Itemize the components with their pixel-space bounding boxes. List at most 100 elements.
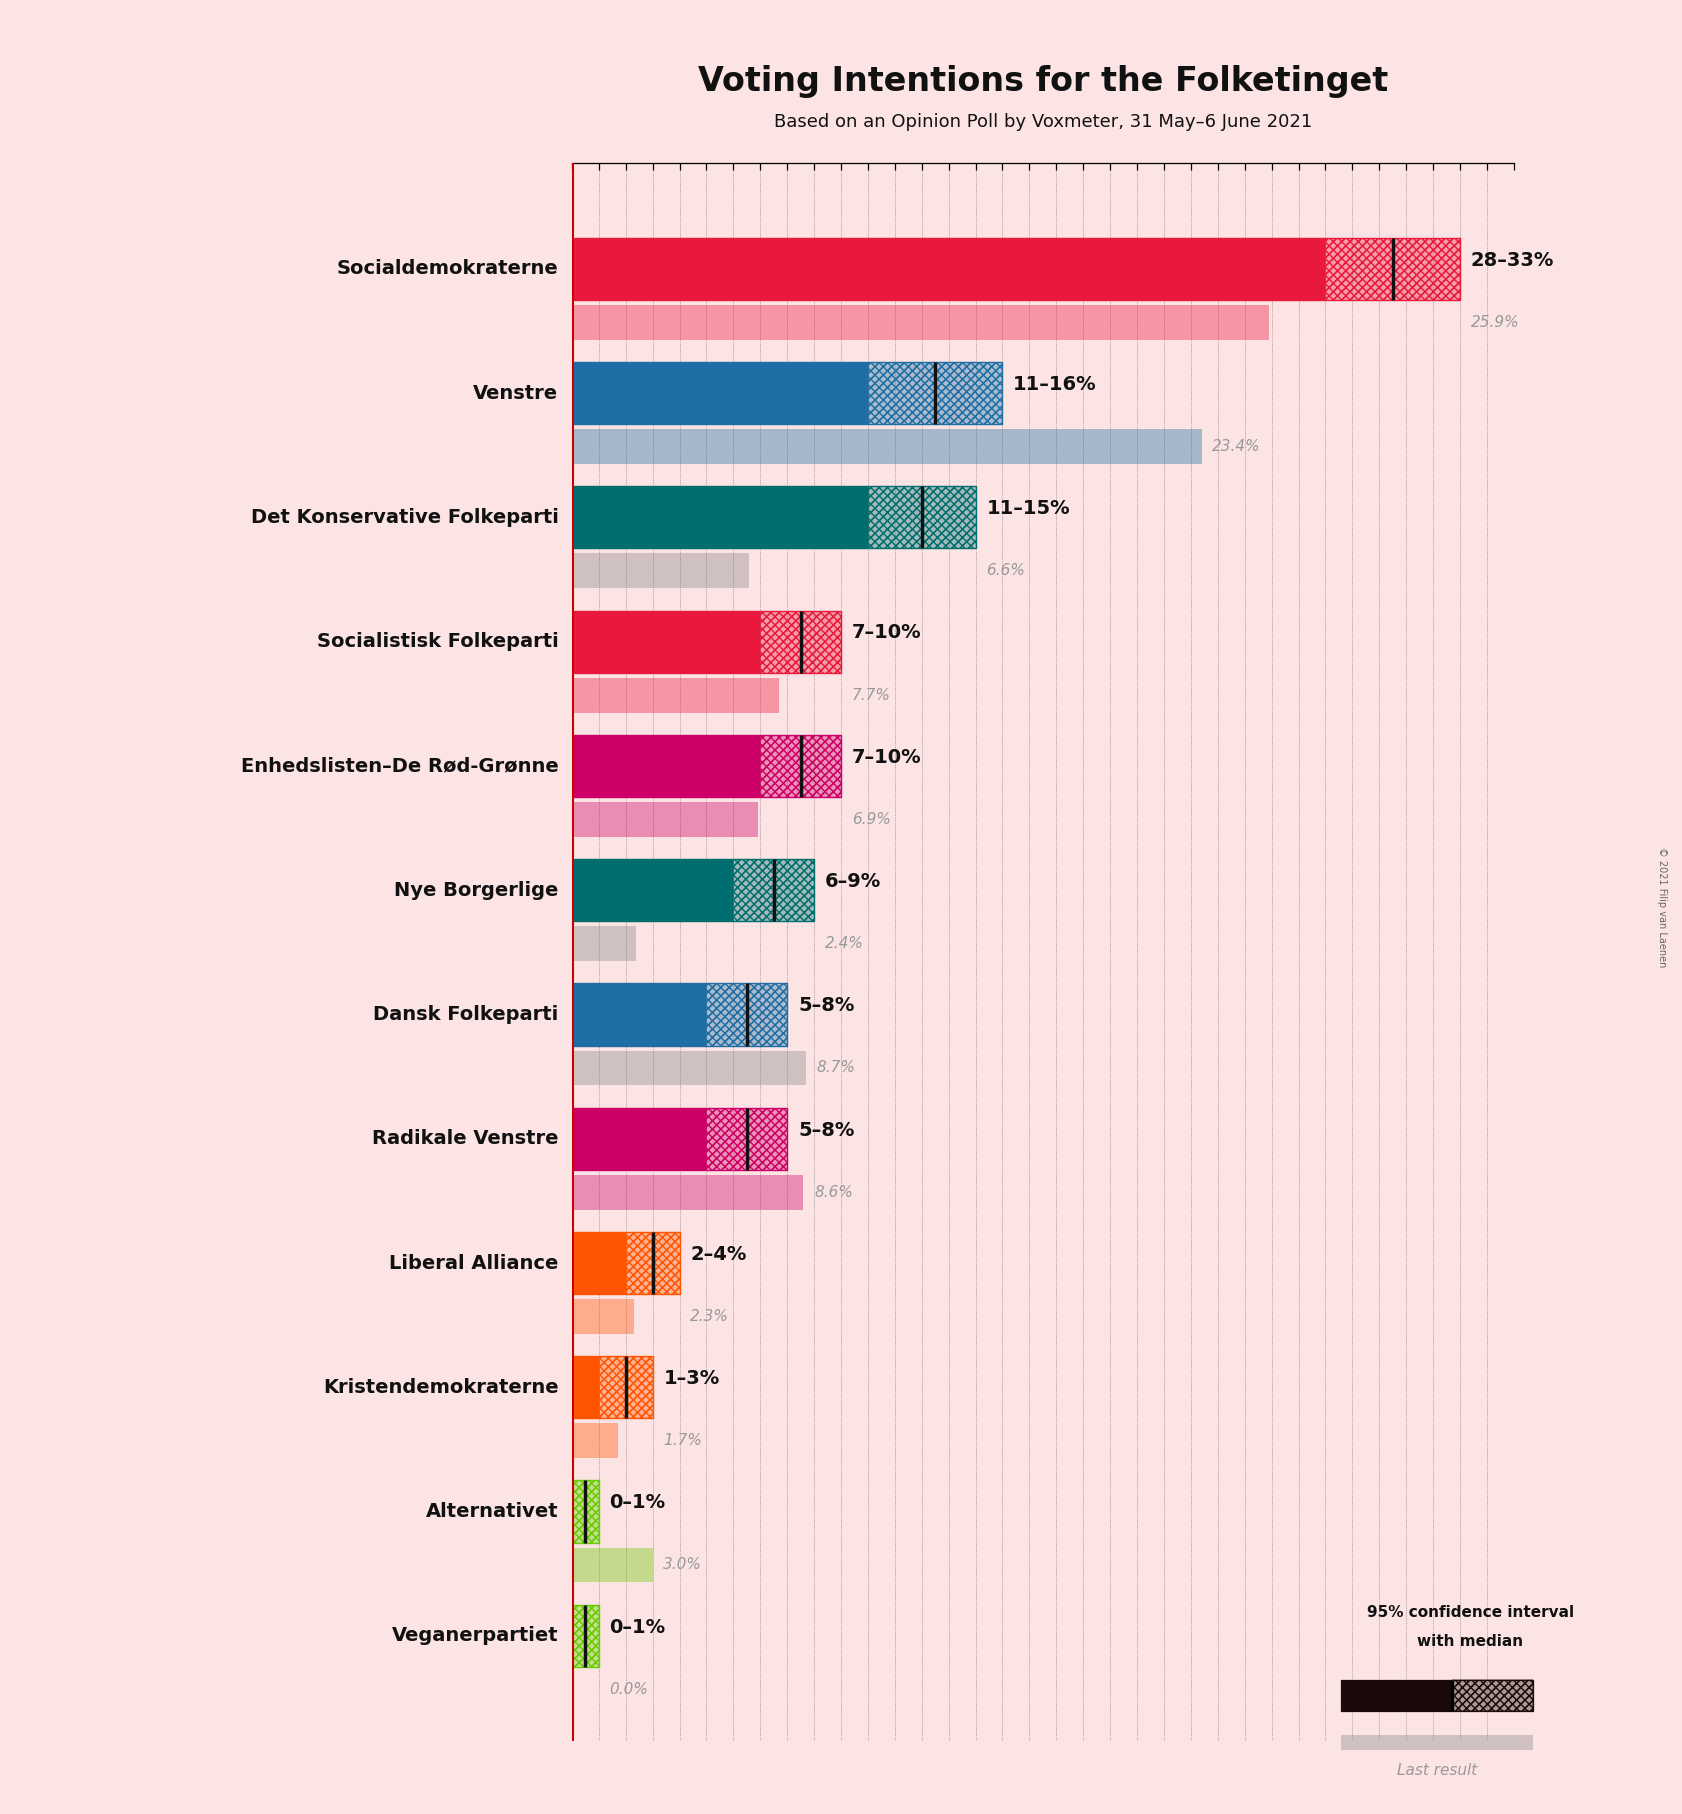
Text: 28–33%: 28–33% (1470, 250, 1554, 270)
Text: Nye Borgerlige: Nye Borgerlige (394, 882, 558, 900)
Bar (1341, 1734, 1532, 1751)
Bar (1341, 1680, 1452, 1711)
Bar (572, 553, 750, 588)
Bar (572, 735, 841, 796)
Bar (1452, 1680, 1532, 1711)
Bar (572, 611, 841, 673)
Bar (572, 486, 868, 548)
Text: 0–1%: 0–1% (609, 1493, 666, 1513)
Bar (706, 983, 787, 1045)
Bar (572, 1605, 599, 1667)
Bar (572, 1605, 599, 1667)
Bar (868, 363, 1002, 424)
Text: 8.7%: 8.7% (817, 1061, 856, 1076)
Text: 1–3%: 1–3% (663, 1370, 720, 1388)
Bar (572, 363, 868, 424)
Bar (572, 678, 779, 713)
Bar (1325, 238, 1460, 299)
Bar (572, 1424, 617, 1458)
Text: Enhedslisten–De Rød-Grønne: Enhedslisten–De Rød-Grønne (241, 756, 558, 775)
Bar (1325, 238, 1460, 299)
Bar (572, 1605, 599, 1667)
Bar (1325, 238, 1460, 299)
Text: 11–15%: 11–15% (986, 499, 1070, 519)
Bar (760, 735, 841, 796)
Text: 3.0%: 3.0% (663, 1558, 703, 1573)
Bar (572, 927, 636, 961)
Bar (1452, 1680, 1532, 1711)
Text: Kristendemokraterne: Kristendemokraterne (323, 1379, 558, 1397)
Text: Socialdemokraterne: Socialdemokraterne (336, 259, 558, 278)
Text: 2–4%: 2–4% (690, 1244, 747, 1264)
Bar (706, 1108, 787, 1170)
Bar (572, 983, 706, 1045)
Bar (733, 860, 814, 922)
Text: 7–10%: 7–10% (851, 747, 922, 767)
Bar (868, 363, 1002, 424)
Text: Liberal Alliance: Liberal Alliance (389, 1253, 558, 1272)
Text: 0.0%: 0.0% (609, 1682, 649, 1696)
Bar (572, 363, 1002, 424)
Text: Radikale Venstre: Radikale Venstre (372, 1130, 558, 1148)
Bar (599, 1357, 653, 1419)
Bar (572, 238, 1460, 299)
Text: 0–1%: 0–1% (609, 1618, 666, 1636)
Bar (626, 1232, 680, 1293)
Bar (572, 1357, 653, 1419)
Bar (572, 1050, 806, 1085)
Bar (868, 363, 1002, 424)
Text: 6.6%: 6.6% (986, 564, 1026, 579)
Bar (572, 1108, 706, 1170)
Bar (572, 1480, 599, 1542)
Bar (572, 611, 760, 673)
Text: 7.7%: 7.7% (851, 688, 891, 702)
Text: 2.4%: 2.4% (824, 936, 865, 951)
Text: © 2021 Filip van Laenen: © 2021 Filip van Laenen (1657, 847, 1667, 967)
Bar (572, 1480, 599, 1542)
Text: 11–16%: 11–16% (1013, 375, 1097, 394)
Bar (572, 860, 733, 922)
Text: Socialistisk Folkeparti: Socialistisk Folkeparti (316, 633, 558, 651)
Bar (572, 1480, 599, 1542)
Bar (706, 983, 787, 1045)
Text: 5–8%: 5–8% (797, 1121, 854, 1139)
Bar (572, 486, 976, 548)
Bar (599, 1357, 653, 1419)
Bar (572, 1299, 634, 1333)
Bar (868, 486, 976, 548)
Text: 25.9%: 25.9% (1470, 316, 1519, 330)
Text: 5–8%: 5–8% (797, 996, 854, 1016)
Bar (760, 611, 841, 673)
Text: Last result: Last result (1396, 1763, 1477, 1778)
Bar (572, 1108, 787, 1170)
Text: Dansk Folkeparti: Dansk Folkeparti (373, 1005, 558, 1023)
Bar (626, 1232, 680, 1293)
Bar (733, 860, 814, 922)
Bar (572, 430, 1201, 464)
Bar (572, 860, 814, 922)
Text: 7–10%: 7–10% (851, 624, 922, 642)
Text: with median: with median (1416, 1634, 1524, 1649)
Bar (760, 611, 841, 673)
Text: Based on an Opinion Poll by Voxmeter, 31 May–6 June 2021: Based on an Opinion Poll by Voxmeter, 31… (774, 112, 1312, 131)
Bar (572, 305, 1268, 339)
Text: 95% confidence interval: 95% confidence interval (1366, 1605, 1574, 1620)
Bar (626, 1232, 680, 1293)
Bar (760, 735, 841, 796)
Bar (706, 1108, 787, 1170)
Bar (572, 802, 757, 836)
Text: 8.6%: 8.6% (814, 1185, 853, 1199)
Bar (706, 1108, 787, 1170)
Bar (572, 1357, 599, 1419)
Text: Alternativet: Alternativet (426, 1502, 558, 1522)
Bar (1452, 1680, 1532, 1711)
Bar (760, 735, 841, 796)
Bar (572, 1232, 626, 1293)
Bar (599, 1357, 653, 1419)
Text: Det Konservative Folkeparti: Det Konservative Folkeparti (251, 508, 558, 526)
Bar (572, 1232, 680, 1293)
Bar (572, 1480, 599, 1542)
Bar (572, 1605, 599, 1667)
Text: 6.9%: 6.9% (851, 813, 891, 827)
Text: 2.3%: 2.3% (690, 1310, 730, 1324)
